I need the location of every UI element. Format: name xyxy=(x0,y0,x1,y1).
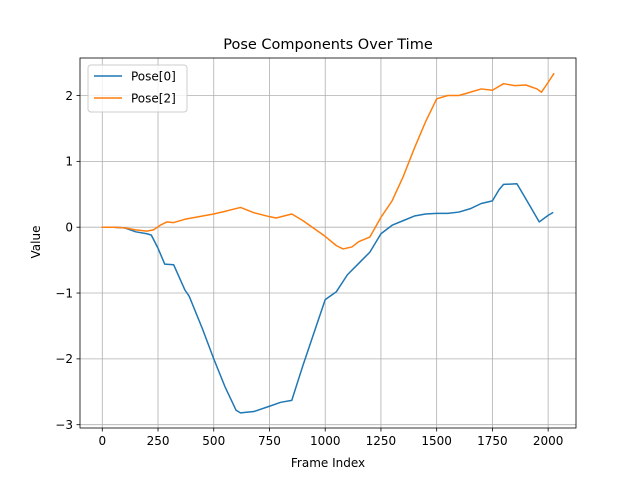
y-tick-label: −3 xyxy=(55,418,73,432)
y-tick-label: −2 xyxy=(55,352,73,366)
y-tick-label: 1 xyxy=(65,155,73,169)
legend-label: Pose[2] xyxy=(131,91,176,105)
y-tick-label: −1 xyxy=(55,286,73,300)
x-tick-label: 1750 xyxy=(477,434,508,448)
x-tick-label: 0 xyxy=(98,434,106,448)
y-tick-label: 0 xyxy=(65,220,73,234)
x-tick-label: 750 xyxy=(258,434,281,448)
x-tick-label: 500 xyxy=(202,434,225,448)
y-axis-label: Value xyxy=(29,226,43,259)
chart-title: Pose Components Over Time xyxy=(223,37,433,53)
plot-area: 0 250 500 750 1000 1250 1500 1750 2000 −3 −2 −1 0 1 2 xyxy=(55,57,577,448)
legend: Pose[0] Pose[2] xyxy=(87,64,188,113)
x-tick-label: 1500 xyxy=(421,434,452,448)
legend-label: Pose[0] xyxy=(131,69,176,83)
x-axis-label: Frame Index xyxy=(291,456,365,470)
series-line-pose2 xyxy=(101,72,555,250)
plot-frame xyxy=(79,57,577,429)
series-line-pose0 xyxy=(101,183,554,414)
x-tick-label: 2000 xyxy=(533,434,564,448)
x-tick-label: 1000 xyxy=(310,434,341,448)
x-tick-label: 250 xyxy=(147,434,170,448)
y-tick-label: 2 xyxy=(65,89,73,103)
x-tick-label: 1250 xyxy=(366,434,397,448)
